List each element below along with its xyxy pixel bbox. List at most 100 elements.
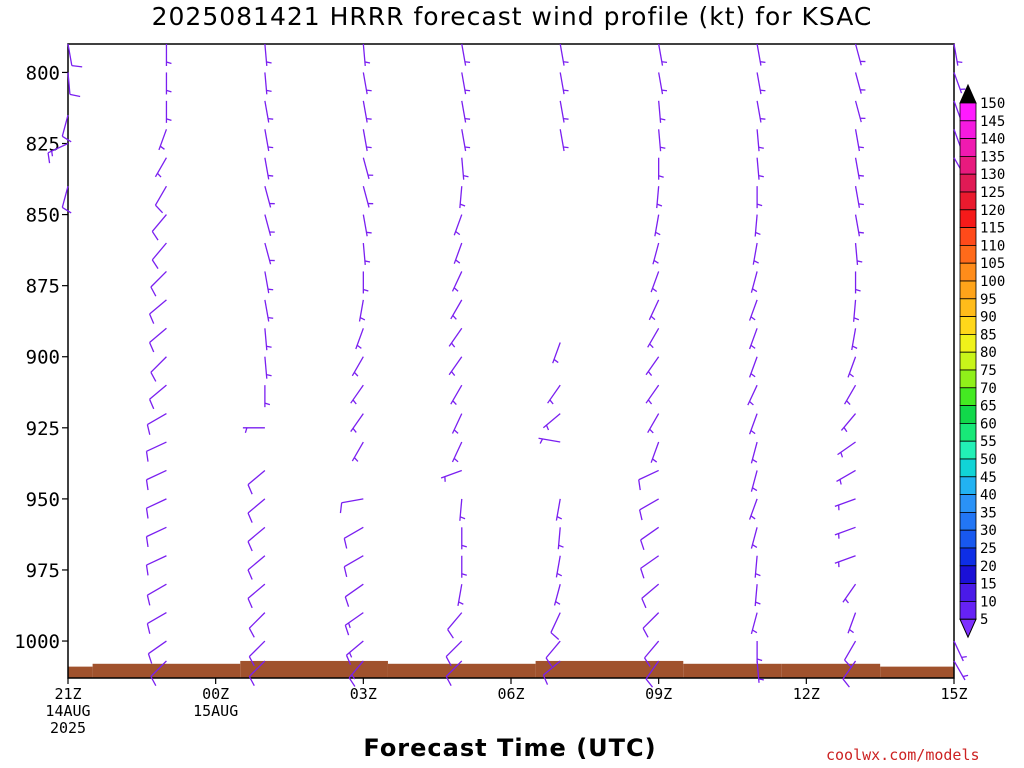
wind-barb <box>453 242 463 264</box>
wind-barb <box>150 270 167 297</box>
x-tick-label: 12Z <box>793 685 820 703</box>
wind-barb <box>641 583 660 609</box>
wind-barb <box>264 242 275 265</box>
terrain-segment <box>781 663 881 678</box>
barb-shaft <box>756 129 760 152</box>
colorbar-swatch <box>959 405 977 424</box>
wind-barb <box>154 185 168 214</box>
barb-half-feather <box>461 544 467 548</box>
barb-half-feather <box>266 89 272 93</box>
x-axis-label: Forecast Time (UTC) <box>363 734 657 762</box>
colorbar-swatch <box>959 138 977 157</box>
barb-shaft <box>854 129 861 152</box>
wind-barb <box>652 242 660 265</box>
wind-barb <box>640 555 660 579</box>
wind-barb <box>834 526 856 539</box>
colorbar-label: 30 <box>980 523 997 539</box>
barb-feather <box>339 502 343 514</box>
barb-shaft <box>264 214 272 237</box>
barb-half-feather <box>267 146 274 149</box>
barb-half-feather <box>858 231 864 234</box>
barb-shaft <box>451 441 463 463</box>
wind-barb <box>754 214 761 237</box>
wind-barb <box>339 498 364 514</box>
barb-shaft <box>146 498 167 509</box>
barb-shaft <box>350 413 364 432</box>
barb-half-feather <box>753 260 759 264</box>
colorbar-swatch <box>959 280 977 300</box>
barb-shaft <box>362 185 370 208</box>
wind-barb <box>461 555 467 578</box>
barb-shaft <box>146 555 167 566</box>
barb-feather <box>345 654 352 666</box>
wind-barb <box>348 660 364 687</box>
barb-feather <box>348 677 356 687</box>
barb-shaft <box>453 214 463 236</box>
colorbar-swatch <box>959 547 977 567</box>
colorbar-label: 135 <box>980 149 1005 165</box>
barb-half-feather <box>843 427 848 433</box>
barb-shaft <box>843 384 857 405</box>
barb-shaft <box>837 441 856 456</box>
barb-shaft <box>362 129 368 152</box>
barb-half-feather <box>267 117 274 120</box>
barb-half-feather <box>852 345 858 349</box>
wind-barb <box>748 498 758 520</box>
barb-half-feather <box>556 516 563 520</box>
barb-half-feather <box>545 424 550 431</box>
colorbar-label: 100 <box>980 274 1005 290</box>
wind-barb <box>854 100 866 123</box>
wind-barb <box>642 612 660 638</box>
barb-shaft <box>351 441 364 462</box>
barb-half-feather <box>647 399 653 405</box>
wind-barb <box>447 612 463 639</box>
barb-feather <box>638 479 641 491</box>
wind-barb <box>440 469 463 482</box>
barb-shaft <box>650 441 660 463</box>
barb-half-feather <box>755 231 761 236</box>
wind-barb <box>756 129 764 152</box>
wind-barb <box>545 640 561 667</box>
barb-shaft <box>151 242 167 261</box>
wind-barb <box>264 328 272 351</box>
wind-barb <box>362 129 372 152</box>
barb-shaft <box>854 186 861 208</box>
x-tick-label: 06Z <box>497 685 524 703</box>
barb-half-feather <box>266 374 272 377</box>
colorbar-label: 75 <box>980 363 997 379</box>
wind-barb <box>264 157 274 180</box>
barb-half-feather <box>756 658 763 662</box>
barb-half-feather <box>758 175 764 178</box>
wind-barb <box>843 640 857 669</box>
wind-barb <box>656 186 663 209</box>
barb-feather <box>844 659 853 669</box>
barb-shaft <box>854 43 862 66</box>
terrain-segment <box>683 663 782 678</box>
wind-barb <box>752 242 759 265</box>
source-credit[interactable]: coolwx.com/models <box>826 746 980 764</box>
wind-barb <box>557 527 564 550</box>
colorbar-swatch <box>959 369 977 389</box>
x-tick-label: 2025 <box>50 719 86 737</box>
barb-shaft <box>447 612 463 630</box>
barb-half-feather <box>957 61 963 63</box>
barb-shaft <box>264 185 272 208</box>
y-tick-label: 850 <box>26 205 60 227</box>
barb-half-feather <box>549 399 554 405</box>
barb-half-feather <box>264 402 271 406</box>
barb-half-feather <box>555 601 561 605</box>
wind-barb <box>854 129 864 152</box>
barb-half-feather <box>653 259 659 264</box>
colorbar-label: 15 <box>980 577 997 593</box>
barb-half-feather <box>553 358 559 364</box>
wind-barb <box>756 72 766 95</box>
wind-barb <box>645 356 660 376</box>
wind-barb <box>148 384 167 410</box>
wind-barb <box>448 327 463 348</box>
barb-shaft <box>154 157 168 178</box>
barb-feather <box>640 539 645 551</box>
wind-barb <box>658 129 666 152</box>
barb-shaft <box>461 43 467 66</box>
barb-half-feather <box>563 117 569 120</box>
colorbar-label: 55 <box>980 434 997 450</box>
